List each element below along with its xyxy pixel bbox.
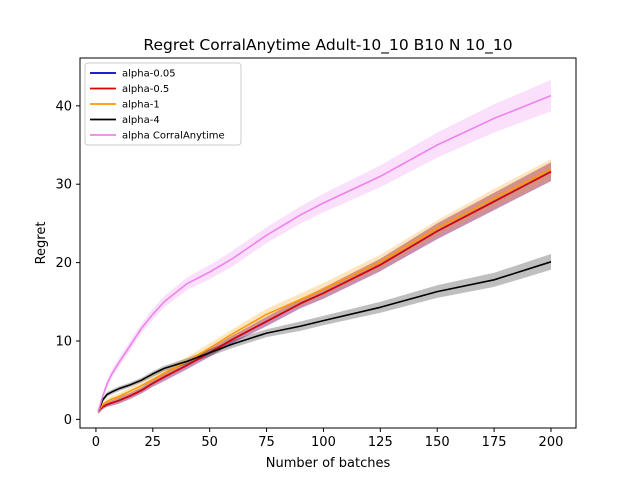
x-tick-label: 150 (425, 435, 450, 450)
x-tick-label: 175 (482, 435, 507, 450)
line-alpha-corralanytime (97, 94, 552, 412)
x-tick-label: 25 (145, 435, 162, 450)
y-tick-label: 10 (55, 334, 72, 349)
chart-title: Regret CorralAnytime Adult-10_10 B10 N 1… (143, 36, 512, 55)
series-lines (97, 94, 552, 413)
x-tick-label: 100 (311, 435, 336, 450)
y-axis-label: Regret (34, 222, 49, 265)
x-tick-label: 125 (368, 435, 393, 450)
x-tick-label: 75 (258, 435, 275, 450)
band-alpha-4 (98, 254, 551, 414)
y-tick-label: 0 (64, 413, 72, 428)
axes-frame (79, 57, 577, 429)
x-axis-ticks: 0 25 50 75 100 125 150 175 200 (92, 428, 564, 450)
legend-label-alpha-1: alpha-1 (122, 100, 160, 111)
plot-area (79, 57, 577, 429)
legend-label-alpha-4: alpha-4 (122, 115, 160, 126)
x-axis-label: Number of batches (266, 456, 391, 471)
line-alpha-0-5 (97, 170, 552, 413)
legend-box (84, 62, 242, 146)
x-tick-label: 50 (201, 435, 218, 450)
y-tick-label: 40 (55, 99, 72, 114)
y-axis-ticks: 0 10 20 30 40 (55, 99, 80, 428)
legend-label-alpha-0-05: alpha-0.05 (122, 69, 176, 80)
line-alpha-4 (97, 261, 552, 412)
x-tick-label: 200 (539, 435, 564, 450)
legend-label-alpha-corralanytime: alpha CorralAnytime (122, 131, 225, 142)
x-tick-label: 0 (92, 435, 100, 450)
legend-label-alpha-0-5: alpha-0.5 (122, 84, 169, 95)
band-alpha-1 (98, 159, 551, 414)
y-tick-label: 30 (55, 178, 72, 193)
y-tick-label: 20 (55, 256, 72, 271)
legend: alpha-0.05 alpha-0.5 alpha-1 alpha-4 alpha C… (84, 62, 242, 146)
